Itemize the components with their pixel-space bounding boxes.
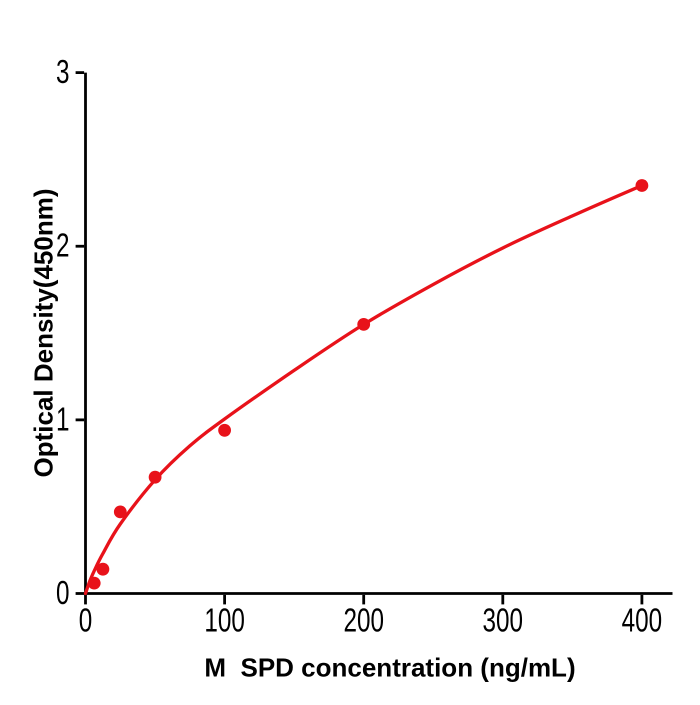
axes-layer [84,72,673,595]
x-tick-label: 400 [622,602,663,639]
x-tick-label: 200 [343,602,384,639]
data-point-marker [357,318,371,331]
ticks-layer: 0 100 200 300 400 0 1 2 3 [56,53,662,638]
data-point-marker [218,423,232,437]
y-tick-label: 0 [56,574,70,611]
data-point-marker [113,505,127,519]
data-point-marker [96,562,110,576]
y-tick-label: 1 [56,400,70,437]
x-axis-title: M SPD concentration (ng/mL) [204,653,575,683]
data-point-marker [148,470,162,484]
data-point-marker [87,576,101,590]
x-tick-label: 300 [483,602,524,639]
curve-layer [83,183,644,596]
fit-curve-line [83,183,644,596]
x-tick-label: 0 [79,602,93,639]
y-tick-label: 2 [56,227,70,264]
x-tick-label: 100 [204,602,245,639]
y-tick-label: 3 [56,53,70,90]
y-axis-title: Optical Density(450nm) [29,189,59,478]
points-layer [87,179,649,590]
data-point-marker [635,179,649,192]
